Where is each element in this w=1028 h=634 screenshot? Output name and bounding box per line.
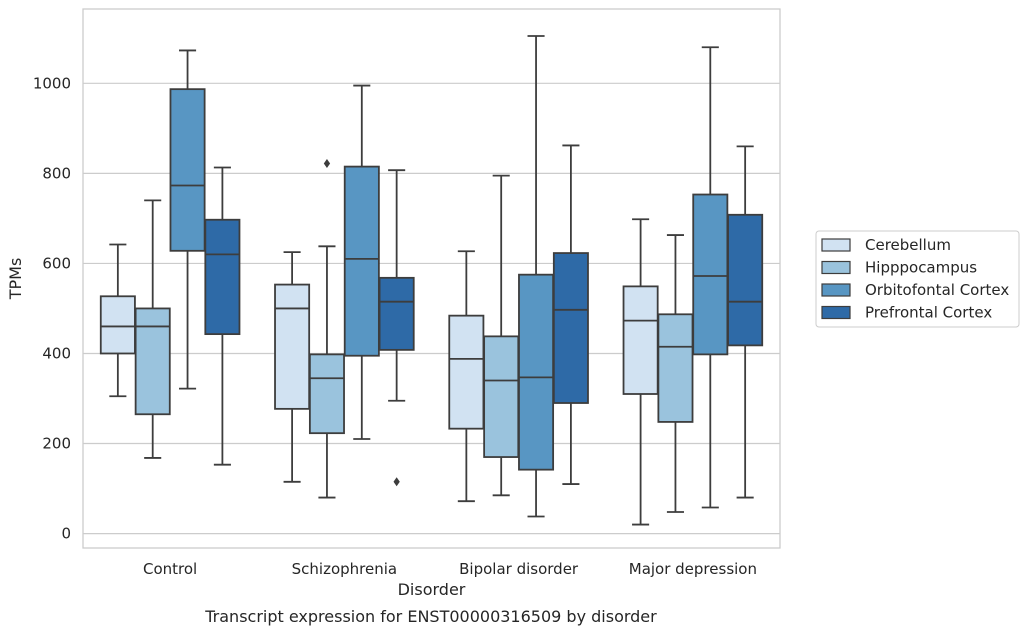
box-hipppocampus-major-depression [657,234,694,513]
legend-item: Hipppocampus [821,259,977,277]
y-tick-label: 600 [42,254,71,272]
box-prefrontal-cortex-schizophrenia [378,169,415,487]
iqr-box [622,285,659,395]
boxes [99,35,764,526]
iqr-box [169,88,206,252]
x-tick-labels: Control Schizophrenia Bipolar disorder Majo… [143,560,757,578]
legend-frame [815,230,1020,328]
iqr-box [692,193,729,356]
y-tick-label: 1000 [33,74,71,92]
legend-swatch [821,283,851,297]
iqr-box [378,276,415,351]
box-hipppocampus-control [134,199,171,459]
box-prefrontal-cortex-control [204,166,241,466]
box-prefrontal-cortex-bipolar-disorder [552,144,589,485]
y-tick-label: 800 [42,164,71,182]
box-orbitofontal-cortex-bipolar-disorder [518,35,555,518]
y-axis-label: TPMs [6,258,25,301]
x-tick-label: Major depression [629,560,757,578]
legend-swatch [821,260,851,275]
box-cerebellum-bipolar-disorder [448,250,485,503]
iqr-box [274,283,311,410]
legend-label: Hipppocampus [865,259,977,277]
box-cerebellum-major-depression [622,218,659,526]
box-orbitofontal-cortex-control [169,49,206,390]
outlier-point [323,158,331,168]
legend: Cerebellum Hipppocampus Orbitofontal Corte… [815,230,1020,328]
legend-item: Prefrontal Cortex [821,304,992,322]
y-tick-label: 0 [61,525,71,543]
iqr-box [552,252,589,404]
y-tick-label: 200 [42,435,71,453]
box-hipppocampus-bipolar-disorder [483,174,520,497]
x-tick-label: Schizophrenia [292,560,397,578]
iqr-box [99,295,136,355]
box-orbitofontal-cortex-major-depression [692,46,729,509]
legend-label: Cerebellum [865,236,951,254]
figure-caption: Transcript expression for ENST0000031650… [204,607,657,626]
x-axis-label: Disorder [398,580,466,599]
legend-swatch [821,238,851,252]
box-orbitofontal-cortex-schizophrenia [343,84,380,440]
iqr-box [308,353,345,435]
legend-label: Orbitofontal Cortex [865,281,1009,299]
outlier-point [393,477,400,487]
iqr-box [204,218,241,336]
legend-label: Prefrontal Cortex [865,304,992,322]
y-tick-labels: 0 200 400 600 800 1000 [33,74,71,542]
iqr-box [134,307,171,416]
legend-item: Orbitofontal Cortex [821,281,1009,299]
box-cerebellum-control [99,243,136,398]
y-tick-label: 400 [42,344,71,362]
box-hipppocampus-schizophrenia [308,158,345,499]
plot-frame [82,8,781,549]
iqr-box [518,273,555,471]
legend-item: Cerebellum [821,236,951,254]
x-tick-label: Control [143,560,197,578]
x-tick-label: Bipolar disorder [459,560,579,578]
iqr-box [727,213,764,347]
box-cerebellum-schizophrenia [274,251,311,483]
iqr-box [657,313,694,423]
box-prefrontal-cortex-major-depression [727,145,764,499]
iqr-box [448,314,485,430]
legend-swatch [821,305,851,320]
iqr-box [343,165,380,357]
iqr-box [483,335,520,458]
